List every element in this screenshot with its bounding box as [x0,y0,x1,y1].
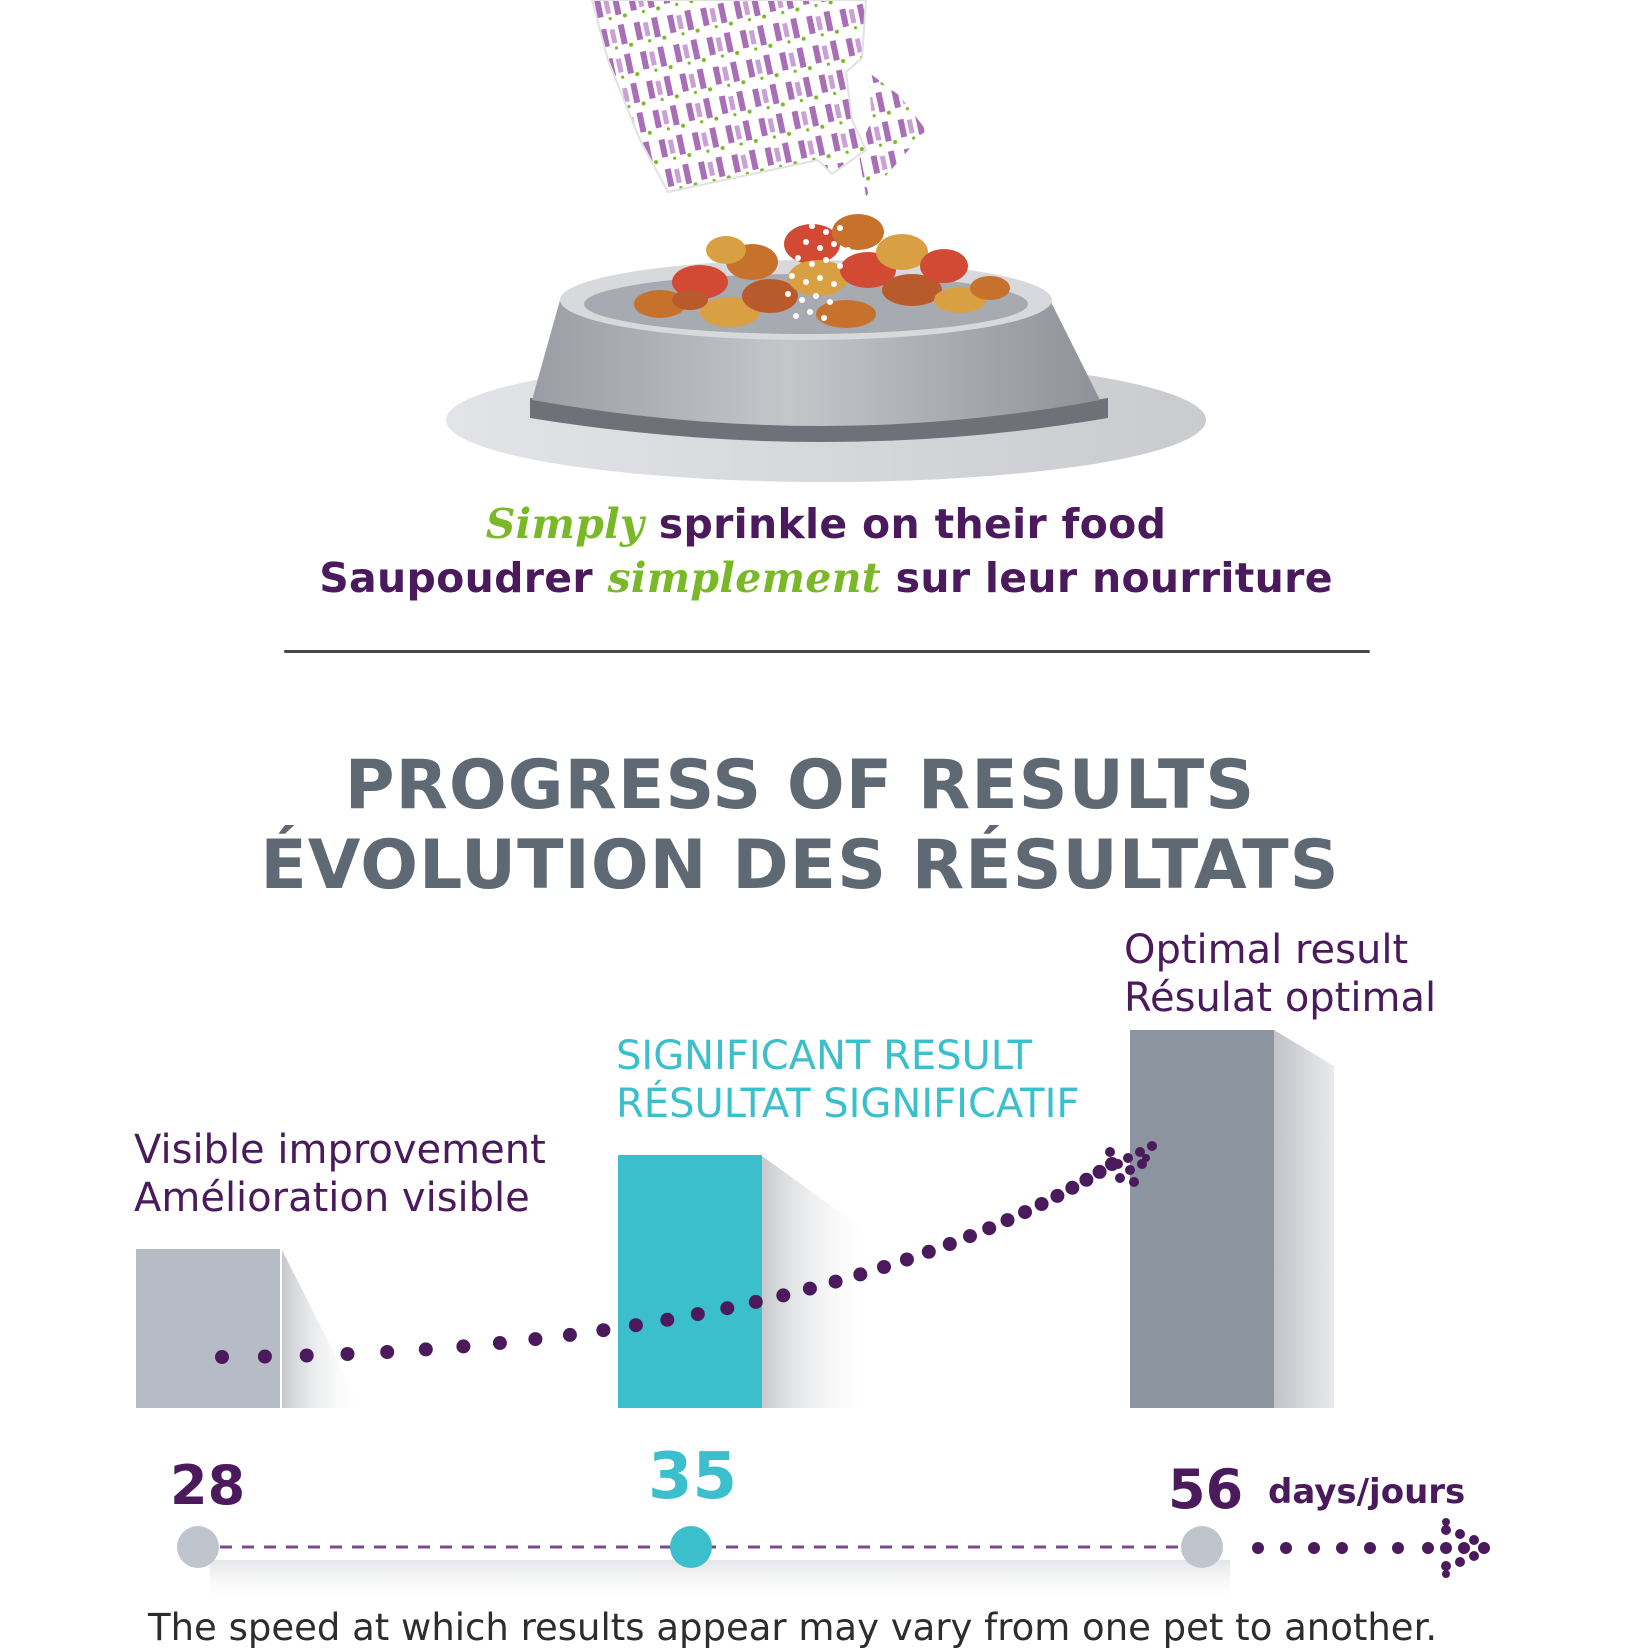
progress-curve-dot [963,1229,977,1244]
progress-curve-dot [340,1347,355,1361]
progress-curve-dot [853,1267,868,1282]
tagline-english-accent: Simply [485,500,645,548]
tagline-english: Simply sprinkle on their food [0,500,1652,548]
tagline-english-text: sprinkle on their food [644,500,1167,548]
heading-french: ÉVOLUTION DES RÉSULTATS [260,826,1340,905]
progress-curve-dot [299,1348,314,1363]
progress-curve-dot [828,1274,843,1289]
progress-curve-dot [562,1327,577,1342]
progress-curve-dot [776,1288,791,1303]
timeline-shadow [210,1560,1230,1604]
progress-curve [215,1157,1119,1364]
stage-label-56-en: Optimal result [1124,927,1409,973]
progress-curve-dot [215,1350,229,1364]
progress-curve-dot [802,1281,817,1296]
curve-arrowhead-icon [1105,1141,1157,1187]
stage-label-56-fr: Résulat optimal [1124,975,1437,1021]
progress-curve-dot [921,1244,936,1259]
stage-label-28-en: Visible improvement [134,1127,546,1173]
bar-day-35 [618,1155,762,1408]
progress-curve-dot [1000,1213,1015,1228]
progress-curve-dot [660,1312,675,1327]
progress-curve-dot [380,1345,395,1359]
progress-curve-dot [748,1294,763,1309]
kibble-icon [634,214,1010,328]
day-number-28: 28 [170,1454,246,1517]
progress-curve-dot [899,1252,914,1267]
progress-curve-dot [492,1336,507,1350]
progress-curve-dot [690,1307,705,1322]
progress-curve-dot [628,1318,643,1333]
progress-curve-dot [257,1349,272,1364]
powder-sprinkle-icon [785,223,851,321]
progress-curve-dot [528,1332,543,1347]
heading-english: PROGRESS OF RESULTS [344,746,1256,825]
progress-curve-dot [456,1339,471,1354]
progress-curve-dot [877,1260,891,1274]
stage-label-28: Visible improvement Amélioration visible [134,1126,546,1222]
stage-label-28-fr: Amélioration visible [134,1175,530,1221]
progress-curve-dot [1050,1188,1065,1203]
progress-curve-dot [1018,1205,1032,1220]
stage-label-35-en: SIGNIFICANT RESULT [616,1033,1033,1079]
tagline-french-end: sur leur nourriture [881,554,1333,602]
timeline-arrow-icon [1252,1518,1490,1578]
sachet-icon [590,0,926,196]
timeline-marker-56 [1181,1526,1223,1568]
day-number-56: 56 [1168,1458,1244,1521]
day-number-35: 35 [648,1440,738,1514]
tagline-french: Saupoudrer simplement sur leur nourritur… [0,554,1652,602]
progress-curve-dot [982,1221,997,1236]
progress-curve-dot [720,1301,735,1316]
bar-day-56 [1130,1030,1274,1408]
stage-label-56: Optimal result Résulat optimal [1124,926,1436,1022]
timeline-marker-28 [177,1526,219,1568]
tagline-french-accent: simplement [607,554,882,602]
timeline-marker-35 [670,1526,712,1568]
stage-label-35: SIGNIFICANT RESULT RÉSULTAT SIGNIFICATIF [616,1032,1079,1128]
days-unit-label: days/jours [1268,1472,1466,1512]
progress-curve-dot [1079,1172,1094,1187]
footnote: The speed at which results appear may va… [148,1606,1438,1649]
section-divider [284,650,1370,653]
bar-day-28 [136,1249,280,1408]
stage-label-35-fr: RÉSULTAT SIGNIFICATIF [616,1081,1080,1127]
progress-curve-dot [942,1237,957,1251]
progress-curve-dot [1065,1180,1080,1195]
progress-curve-dot [418,1342,433,1357]
progress-curve-dot [1092,1164,1107,1179]
progress-curve-dot [596,1323,611,1338]
progress-curve-dot [1034,1197,1049,1211]
tagline-french-start: Saupoudrer [319,554,608,602]
